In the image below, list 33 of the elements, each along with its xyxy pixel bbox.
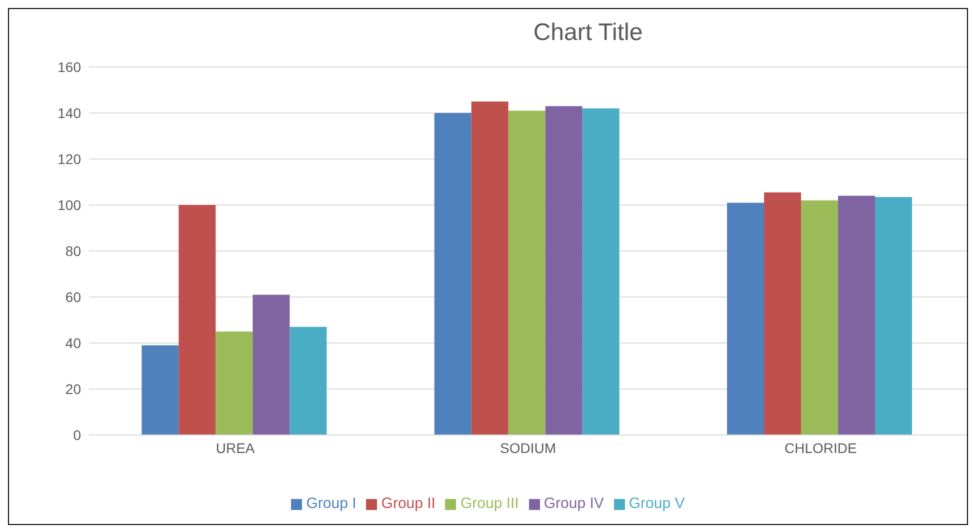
y-tick-label: 140 bbox=[58, 104, 82, 121]
y-tick-label: 160 bbox=[58, 58, 82, 75]
x-tick-label: SODIUM bbox=[500, 440, 556, 456]
x-tick-label: UREA bbox=[216, 440, 256, 456]
legend-label: Group II bbox=[381, 495, 436, 512]
bar bbox=[142, 345, 179, 435]
bar bbox=[764, 192, 802, 435]
legend-label: Group V bbox=[628, 495, 685, 512]
bar bbox=[471, 102, 508, 435]
y-tick-label: 120 bbox=[58, 150, 82, 167]
bar bbox=[801, 200, 838, 435]
y-tick-label: 60 bbox=[65, 288, 82, 305]
bar bbox=[290, 326, 327, 435]
legend-label: Group IV bbox=[544, 495, 604, 512]
bar bbox=[545, 106, 582, 435]
bar bbox=[252, 294, 290, 435]
chart-title: Chart Title bbox=[532, 19, 644, 47]
legend-label: Group I bbox=[306, 495, 356, 512]
y-tick-label: 20 bbox=[65, 380, 82, 397]
y-tick-label: 100 bbox=[58, 196, 82, 213]
bar bbox=[582, 108, 620, 435]
y-tick-label: 80 bbox=[65, 242, 82, 259]
legend-label: Group III bbox=[460, 495, 519, 512]
x-tick-label: CHLORIDE bbox=[784, 440, 857, 456]
bar bbox=[838, 196, 876, 435]
bar bbox=[875, 196, 912, 435]
bar bbox=[508, 110, 546, 435]
bar bbox=[216, 332, 253, 435]
y-tick-label: 40 bbox=[65, 334, 82, 351]
bar bbox=[178, 205, 216, 435]
y-tick-label: 0 bbox=[73, 426, 82, 443]
bar bbox=[434, 113, 472, 435]
bar bbox=[727, 202, 764, 435]
